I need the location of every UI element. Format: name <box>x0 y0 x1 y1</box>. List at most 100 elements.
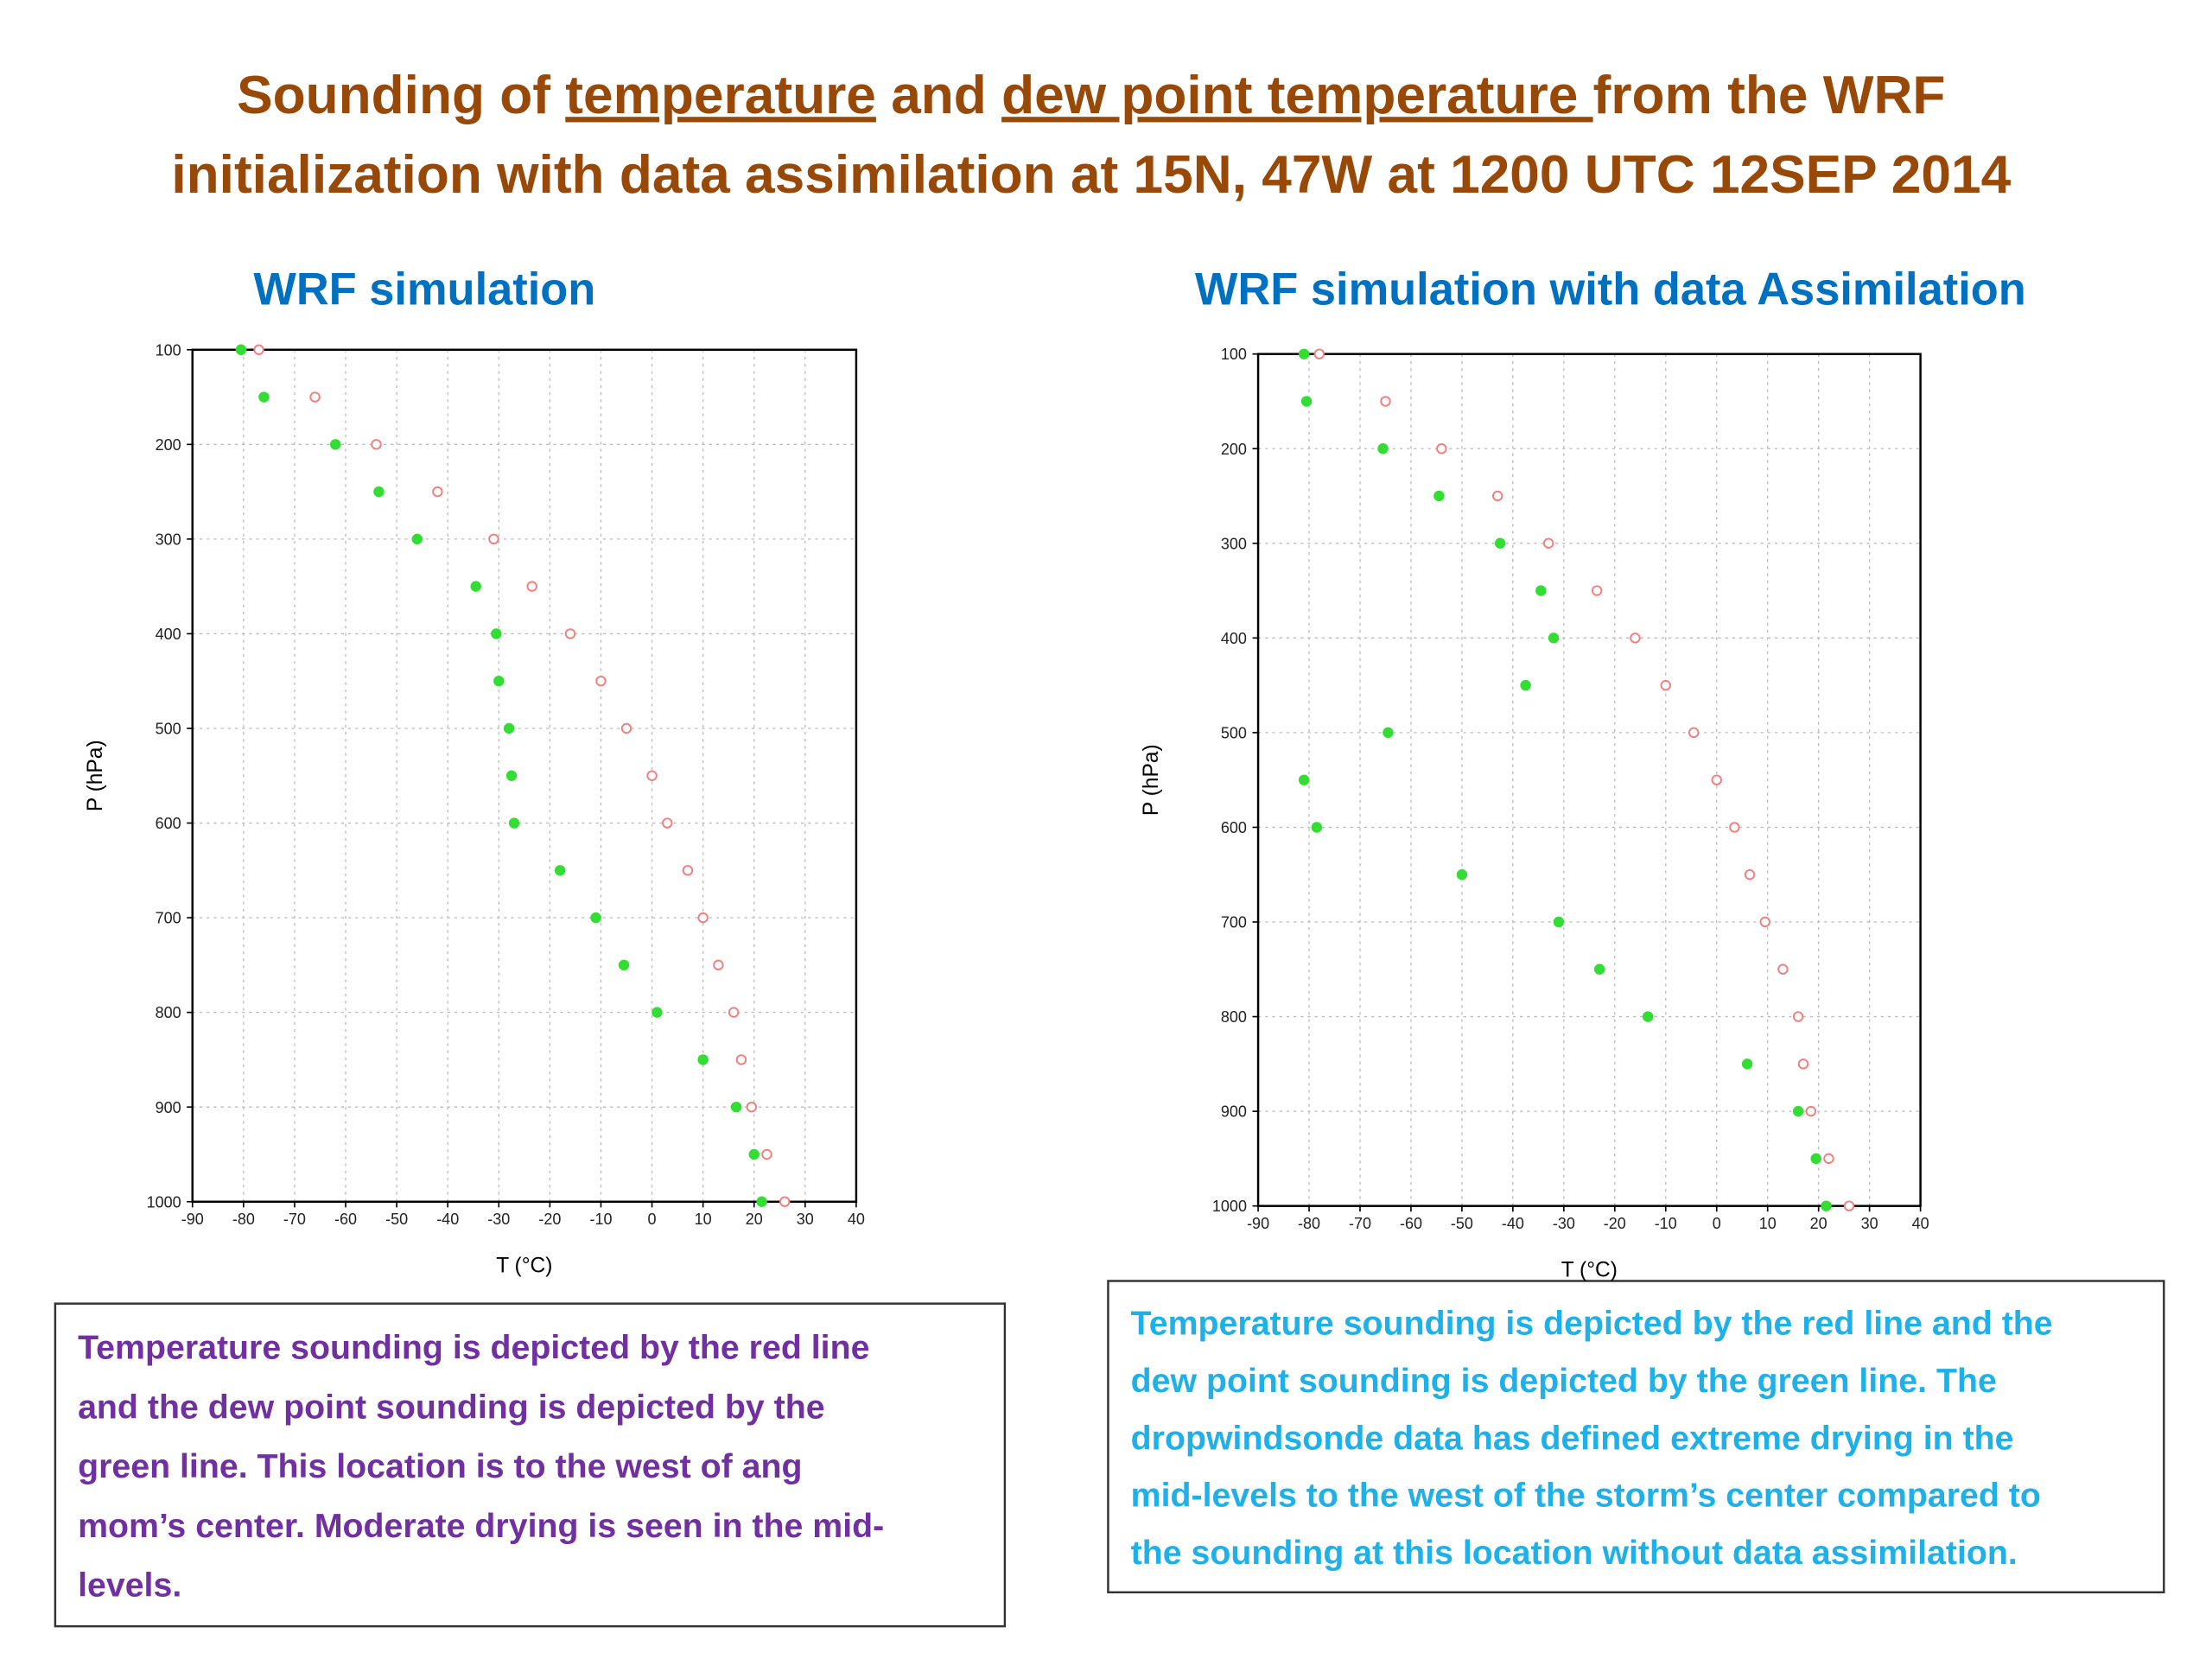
point <box>1491 490 1503 502</box>
point <box>1797 1058 1809 1070</box>
point <box>554 865 566 876</box>
y-tick-label: 400 <box>1221 630 1247 647</box>
point <box>620 722 632 734</box>
caption-line: dew point sounding is depicted by the gr… <box>1131 1362 1997 1400</box>
x-tick-label: -80 <box>1298 1215 1320 1232</box>
point <box>1456 869 1468 880</box>
point <box>761 1148 772 1160</box>
point <box>1642 1011 1654 1022</box>
point <box>564 628 576 639</box>
x-axis-label: T (°C) <box>496 1255 552 1278</box>
point <box>1821 1200 1832 1211</box>
point <box>503 722 515 734</box>
point <box>1298 774 1310 785</box>
point <box>652 1007 663 1018</box>
point <box>1741 1058 1753 1070</box>
caption-box <box>1107 1280 2165 1594</box>
y-tick-label: 700 <box>1221 914 1247 931</box>
point <box>779 1196 791 1207</box>
point <box>1535 585 1547 596</box>
title-part: and <box>876 66 1001 125</box>
y-tick-label: 800 <box>156 1004 181 1021</box>
caption-line: Temperature sounding is depicted by the … <box>78 1329 869 1367</box>
y-tick-label: 600 <box>156 815 181 832</box>
point <box>1823 1153 1834 1165</box>
point <box>1380 396 1391 407</box>
point <box>491 628 502 639</box>
point <box>1542 537 1554 550</box>
point <box>646 770 658 781</box>
plot-frame <box>1256 353 1922 1207</box>
x-tick-label: -70 <box>1349 1215 1371 1232</box>
title-part: from the WRF <box>1593 66 1946 125</box>
x-tick-label: -50 <box>385 1211 408 1228</box>
point <box>1777 963 1789 976</box>
point <box>526 581 537 592</box>
x-tick-label: -80 <box>232 1211 255 1228</box>
point <box>1593 963 1605 976</box>
x-tick-label: 20 <box>1810 1215 1827 1232</box>
x-tick-label: 10 <box>695 1211 712 1228</box>
point <box>748 1148 760 1160</box>
title-part: Sounding of <box>237 66 565 125</box>
point <box>1744 869 1756 880</box>
point <box>1436 443 1447 454</box>
point <box>1311 822 1323 833</box>
caption-line: green line. This location is to the west… <box>78 1447 802 1485</box>
y-tick-label: 900 <box>156 1099 181 1116</box>
x-tick-label: 40 <box>1912 1215 1929 1232</box>
x-tick-label: 10 <box>1759 1215 1777 1232</box>
y-tick-label: 100 <box>1221 346 1247 363</box>
y-tick-label: 1000 <box>147 1193 181 1211</box>
point <box>735 1054 747 1065</box>
point <box>309 391 321 403</box>
title-part: temperature <box>565 66 876 125</box>
point <box>235 344 247 355</box>
point <box>1759 916 1770 928</box>
y-tick-label: 100 <box>156 341 181 359</box>
x-tick-label: 30 <box>1861 1215 1878 1232</box>
y-tick-label: 700 <box>156 910 181 927</box>
y-tick-label: 300 <box>1221 535 1247 552</box>
y-tick-label: 800 <box>1221 1008 1247 1026</box>
point <box>1660 679 1672 691</box>
point <box>590 912 601 924</box>
x-tick-label: -50 <box>1451 1215 1473 1232</box>
point <box>253 344 264 355</box>
point <box>1313 348 1325 359</box>
point <box>697 912 709 924</box>
y-tick-label: 300 <box>156 531 181 548</box>
x-tick-label: 20 <box>746 1211 763 1228</box>
x-tick-label: -30 <box>1553 1215 1575 1232</box>
point <box>1494 537 1506 550</box>
x-tick-label: -30 <box>487 1211 510 1228</box>
point <box>746 1101 758 1113</box>
plot-frame <box>191 348 858 1203</box>
point <box>1520 679 1531 691</box>
point <box>1729 822 1740 833</box>
point <box>1792 1105 1804 1117</box>
point <box>697 1054 709 1065</box>
caption-line: dropwindsonde data has defined extreme d… <box>1131 1419 2014 1457</box>
point <box>1382 727 1394 739</box>
point <box>1810 1153 1821 1165</box>
y-tick-label: 600 <box>1221 819 1247 836</box>
point <box>505 770 518 781</box>
x-tick-label: -60 <box>1400 1215 1422 1232</box>
x-tick-label: -70 <box>283 1211 306 1228</box>
x-tick-label: 0 <box>648 1211 657 1228</box>
point <box>595 675 607 687</box>
point <box>1298 348 1310 359</box>
point <box>411 533 423 545</box>
caption-line: mid-levels to the west of the storm’s ce… <box>1131 1477 2041 1515</box>
caption-line: Temperature sounding is depicted by the … <box>1131 1305 2053 1343</box>
y-tick-label: 900 <box>1221 1103 1247 1121</box>
point <box>1688 727 1700 739</box>
point <box>756 1196 767 1207</box>
title-line: initialization with data assimilation at… <box>171 145 2011 205</box>
point <box>258 391 270 403</box>
x-tick-label: -90 <box>1247 1215 1269 1232</box>
x-tick-label: 30 <box>797 1211 814 1228</box>
point <box>488 533 499 545</box>
